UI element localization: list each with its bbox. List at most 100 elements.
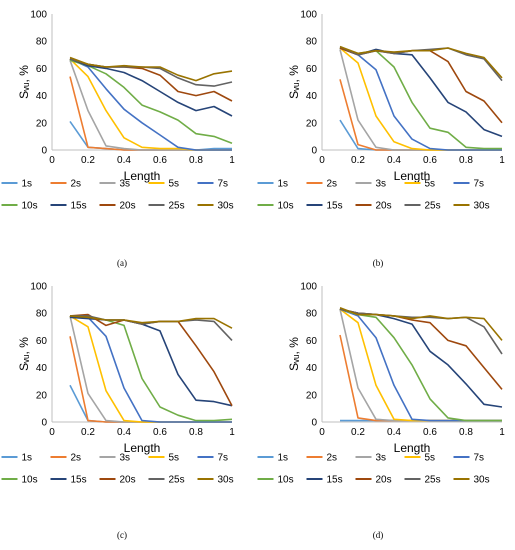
y-tick-label: 100 <box>30 10 47 21</box>
series-line-30s <box>69 315 233 329</box>
legend-label-3s: 3s <box>376 453 387 464</box>
y-tick-label: 20 <box>36 118 48 129</box>
legend: 1s 2s 3s 5s 7s 10s 15s 20s 25s 30s <box>1 179 234 212</box>
legend: 1s 2s 3s 5s 7s 10s 15s 20s 25s 30s <box>257 179 490 212</box>
series-line-30s <box>339 45 503 79</box>
legend-label-20s: 20s <box>376 475 392 486</box>
chart-panel-c: 0 20 40 60 80 100 0 0.2 0.4 0.6 0.8 1 Length Sᵥᵤ, % 1s… <box>1 282 235 540</box>
legend-label-7s: 7s <box>474 179 485 190</box>
legend: 1s 2s 3s 5s 7s 10s 15s 20s 25s 30s <box>257 453 490 486</box>
panel-label: (d) <box>373 530 384 540</box>
x-axis-title: Length <box>124 169 161 183</box>
y-tick-label: 100 <box>300 282 317 293</box>
y-tick-label: 60 <box>36 336 48 347</box>
series-line-15s <box>339 47 503 138</box>
legend-label-30s: 30s <box>218 475 234 486</box>
series-line-7s <box>339 47 502 151</box>
x-tick-label: 1 <box>229 155 235 166</box>
legend-label-2s: 2s <box>327 179 338 190</box>
x-tick-label: 0.6 <box>423 427 437 438</box>
x-tick-label: 0.2 <box>351 155 365 166</box>
y-tick-label: 80 <box>36 37 48 48</box>
legend-label-5s: 5s <box>425 453 436 464</box>
series-line-10s <box>339 308 502 422</box>
panel-label: (a) <box>117 258 127 268</box>
series-line-10s <box>69 315 233 422</box>
x-tick-label: 0.6 <box>423 155 437 166</box>
x-tick-label: 0 <box>319 155 325 166</box>
legend-label-1s: 1s <box>22 453 33 464</box>
series-line-3s <box>69 315 232 423</box>
series-line-7s <box>69 58 232 151</box>
x-tick-label: 0 <box>319 427 325 438</box>
y-tick-label: 100 <box>30 282 47 293</box>
legend-label-3s: 3s <box>120 453 131 464</box>
y-tick-label: 20 <box>36 390 48 401</box>
x-tick-label: 1 <box>499 155 505 166</box>
x-tick-label: 0 <box>49 155 55 166</box>
chart-panel-d: 0 20 40 60 80 100 0 0.2 0.4 0.6 0.8 1 Length Sᵥᵤ, % 1s… <box>257 282 505 540</box>
x-tick-label: 0.6 <box>153 427 167 438</box>
legend-label-2s: 2s <box>327 453 338 464</box>
legend-label-2s: 2s <box>71 179 82 190</box>
legend-label-30s: 30s <box>474 475 490 486</box>
y-tick-label: 40 <box>36 363 48 374</box>
x-tick-label: 0.4 <box>117 427 131 438</box>
series-line-5s <box>339 47 502 151</box>
series-line-5s <box>69 315 232 423</box>
y-axis-title: Sᵥᵤ, % <box>287 65 301 99</box>
legend-label-10s: 10s <box>278 475 294 486</box>
legend-label-20s: 20s <box>376 201 392 212</box>
legend-label-15s: 15s <box>327 475 343 486</box>
series-line-30s <box>69 56 233 82</box>
series-line-10s <box>69 59 233 144</box>
legend-label-20s: 20s <box>120 475 136 486</box>
chart-panel-b: 0 20 40 60 80 100 0 0.2 0.4 0.6 0.8 1 Length Sᵥᵤ, % 1s… <box>257 10 505 268</box>
y-tick-label: 40 <box>306 91 318 102</box>
legend-label-25s: 25s <box>425 201 441 212</box>
legend-label-5s: 5s <box>169 453 180 464</box>
x-tick-label: 0.2 <box>81 155 95 166</box>
y-tick-label: 80 <box>306 37 318 48</box>
y-tick-label: 0 <box>311 146 317 157</box>
x-tick-label: 0.8 <box>189 155 203 166</box>
legend-label-15s: 15s <box>327 201 343 212</box>
legend-label-30s: 30s <box>218 201 234 212</box>
legend-label-3s: 3s <box>120 179 131 190</box>
legend-label-1s: 1s <box>22 179 33 190</box>
legend-label-5s: 5s <box>425 179 436 190</box>
y-tick-label: 100 <box>300 10 317 21</box>
x-axis-title: Length <box>124 441 161 455</box>
legend: 1s 2s 3s 5s 7s 10s 15s 20s 25s 30s <box>1 453 234 486</box>
legend-label-2s: 2s <box>71 453 82 464</box>
legend-label-15s: 15s <box>71 201 87 212</box>
y-axis-title: Sᵥᵤ, % <box>17 65 31 99</box>
x-tick-label: 0.6 <box>153 155 167 166</box>
legend-label-10s: 10s <box>22 475 38 486</box>
series-line-7s <box>69 315 232 423</box>
series-line-20s <box>339 308 503 390</box>
legend-label-7s: 7s <box>474 453 485 464</box>
y-tick-label: 20 <box>306 118 318 129</box>
y-tick-label: 20 <box>306 390 318 401</box>
x-tick-label: 0.4 <box>117 155 131 166</box>
series-line-1s <box>339 119 502 151</box>
x-tick-label: 0.4 <box>387 427 401 438</box>
legend-label-7s: 7s <box>218 179 229 190</box>
series-line-30s <box>339 307 503 341</box>
legend-label-5s: 5s <box>169 179 180 190</box>
x-tick-label: 0 <box>49 427 55 438</box>
series-line-3s <box>339 49 502 151</box>
x-axis-title: Length <box>394 441 431 455</box>
legend-label-1s: 1s <box>278 453 289 464</box>
legend-label-25s: 25s <box>169 475 185 486</box>
chart-panel-a: 0 20 40 60 80 100 0 0.2 0.4 0.6 0.8 1 Length Sᵥᵤ, % 1s… <box>1 10 235 268</box>
panel-label: (c) <box>117 530 127 540</box>
x-tick-label: 0.2 <box>81 427 95 438</box>
y-tick-label: 60 <box>36 64 48 75</box>
series-line-7s <box>339 308 502 422</box>
y-tick-label: 40 <box>36 91 48 102</box>
legend-label-10s: 10s <box>278 201 294 212</box>
legend-label-3s: 3s <box>376 179 387 190</box>
series-line-5s <box>339 308 502 422</box>
